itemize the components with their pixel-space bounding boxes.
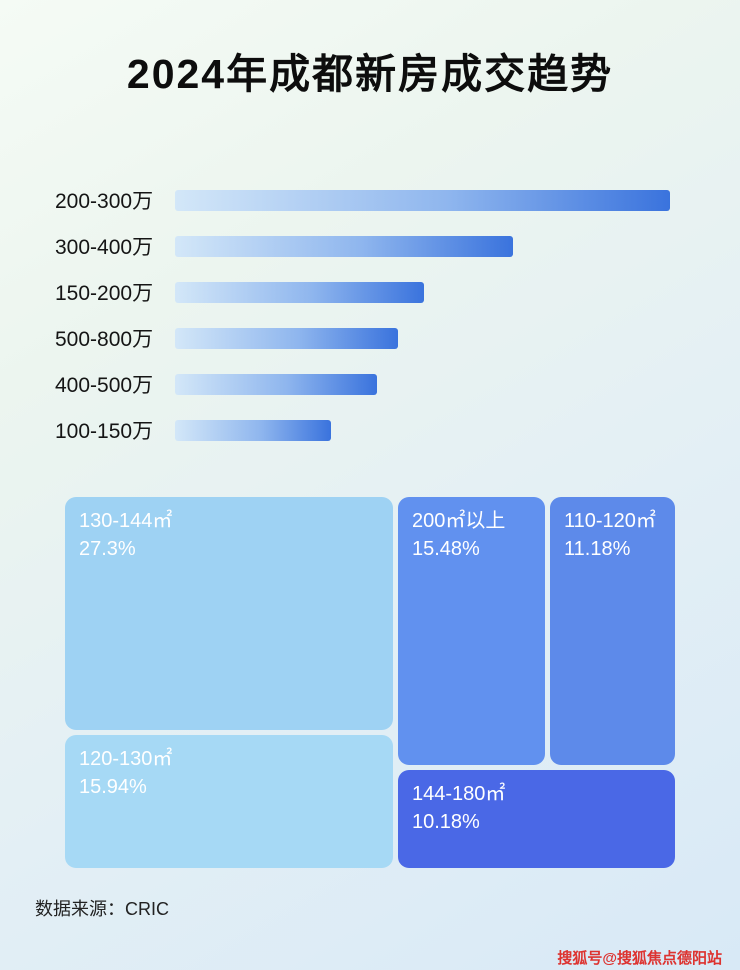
bar-category-label: 500-800万	[55, 328, 154, 351]
treemap-value: 15.48%	[412, 538, 480, 560]
bar-category-label: 150-200万	[55, 282, 154, 305]
bar	[175, 281, 424, 303]
bar	[175, 373, 377, 395]
bar-category-label: 300-400万	[55, 236, 154, 259]
data-source: 数据来源：CRIC	[35, 899, 169, 919]
treemap-label: 130-144㎡	[79, 510, 173, 532]
bar-track	[175, 235, 670, 257]
bar-track	[175, 373, 670, 395]
treemap-block: 200㎡以上 15.48%	[398, 497, 545, 765]
bar-track	[175, 419, 670, 441]
bar-track	[175, 327, 670, 349]
treemap-label: 144-180㎡	[412, 783, 506, 805]
treemap-value: 10.18%	[412, 811, 480, 833]
bar-row: 150-200万	[55, 269, 670, 315]
treemap-label: 110-120㎡	[564, 510, 656, 532]
treemap-block: 130-144㎡ 27.3%	[65, 497, 393, 730]
treemap-block: 144-180㎡ 10.18%	[398, 770, 675, 868]
bar-track	[175, 189, 670, 211]
bar-row: 500-800万	[55, 315, 670, 361]
bar	[175, 235, 514, 257]
treemap-value: 15.94%	[79, 776, 147, 798]
treemap-block: 120-130㎡ 15.94%	[65, 735, 393, 868]
bar	[175, 419, 331, 441]
treemap-value: 11.18%	[564, 538, 631, 560]
bar-category-label: 100-150万	[55, 420, 154, 443]
bar-category-label: 400-500万	[55, 374, 154, 397]
bar-category-label: 200-300万	[55, 190, 154, 213]
treemap-label: 120-130㎡	[79, 748, 173, 770]
bar-track	[175, 281, 670, 303]
area-share-treemap: 130-144㎡ 27.3% 120-130㎡ 15.94% 200㎡以上 15…	[65, 497, 675, 868]
bar-row: 400-500万	[55, 361, 670, 407]
bar-row: 200-300万	[55, 177, 670, 223]
page-title: 2024年成都新房成交趋势	[126, 51, 614, 97]
treemap-block: 110-120㎡ 11.18%	[550, 497, 675, 765]
bar-row: 300-400万	[55, 223, 670, 269]
bar	[175, 189, 670, 211]
treemap-value: 27.3%	[79, 538, 136, 560]
price-band-bar-chart: 200-300万 300-400万 150-200万 500-800万 400-…	[55, 177, 670, 453]
bar-row: 100-150万	[55, 407, 670, 453]
watermark: 搜狐号@搜狐焦点德阳站	[557, 950, 722, 967]
bar	[175, 327, 399, 349]
treemap-label: 200㎡以上	[412, 510, 506, 532]
